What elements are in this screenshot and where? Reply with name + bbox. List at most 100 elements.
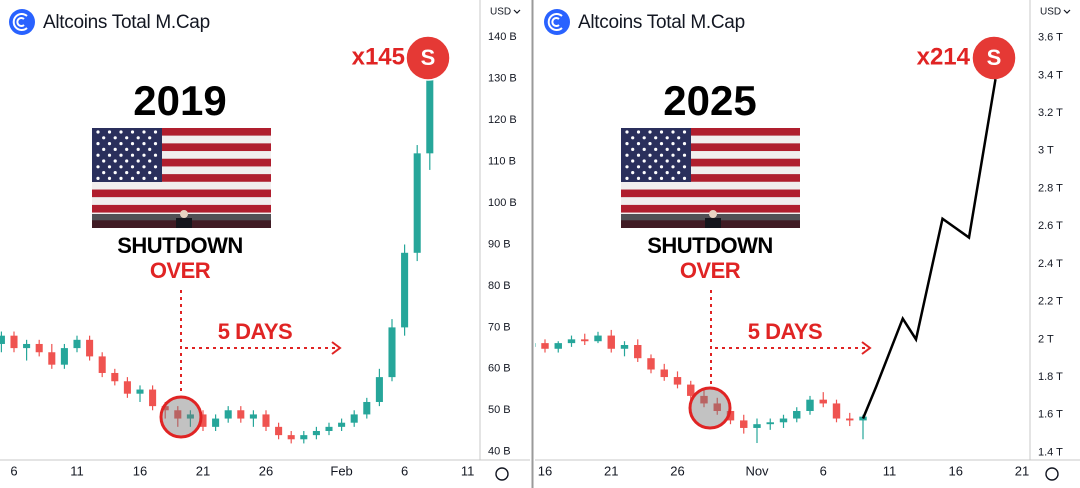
candle-body <box>647 358 655 370</box>
flag-star <box>102 136 106 140</box>
candle-body <box>541 343 549 349</box>
flag-stripe <box>92 181 271 190</box>
candle-body <box>388 327 396 378</box>
y-tick-label: 70 B <box>488 321 511 333</box>
flag-star <box>648 165 652 169</box>
flag-star <box>142 153 146 157</box>
flag-stripe <box>92 151 271 159</box>
flag-star <box>659 165 664 169</box>
candle-body <box>819 399 827 404</box>
candle-body <box>136 389 144 394</box>
flag-star <box>107 142 112 146</box>
x-tick-label: 16 <box>133 463 147 478</box>
flag-stripe <box>621 197 800 205</box>
flag-star <box>682 142 687 146</box>
flag-star <box>671 153 675 157</box>
flag-star <box>113 147 117 151</box>
flag-star <box>153 176 158 180</box>
flag-star <box>631 136 635 140</box>
flag-star <box>96 176 100 180</box>
flag-star <box>102 147 106 151</box>
flag-star <box>153 130 158 134</box>
flag-star <box>636 142 641 146</box>
flag-star <box>648 142 652 146</box>
candle-body <box>401 252 409 328</box>
y-tick-label: 110 B <box>488 156 516 168</box>
flag-star <box>130 130 135 134</box>
candle-body <box>687 384 695 396</box>
flag-star <box>125 159 129 163</box>
arrow-label: 5 DAYS <box>748 319 822 344</box>
flag-star <box>654 171 658 175</box>
flag-star <box>671 176 675 180</box>
y-tick-label: 120 B <box>488 114 517 126</box>
y-tick-label: 1.8 T <box>1038 371 1063 383</box>
candle-body <box>766 422 774 425</box>
flag-star <box>659 130 664 134</box>
flag-star <box>125 147 129 151</box>
candle-body <box>363 401 371 415</box>
flag-stripe <box>621 204 800 213</box>
y-tick-label: 140 B <box>488 31 517 43</box>
flag-star <box>648 130 652 134</box>
flag-star <box>136 171 140 175</box>
candle-body <box>249 414 257 419</box>
arrow-head <box>331 341 342 355</box>
candle-body <box>806 399 814 411</box>
arrow-head <box>861 341 872 355</box>
y-tick-label: 90 B <box>488 238 511 250</box>
headline: SHUTDOWN <box>647 233 773 258</box>
flag-stripe <box>92 189 271 198</box>
candle-body <box>700 395 708 404</box>
flag-star <box>648 153 652 157</box>
x-tick-label: 11 <box>883 463 897 478</box>
flag-star <box>665 136 669 140</box>
flag-star <box>119 130 123 134</box>
candle-body <box>753 424 761 428</box>
flag-star <box>113 136 117 140</box>
candle-body <box>793 410 801 419</box>
flag-stripe <box>92 166 271 175</box>
candle-body <box>634 345 642 359</box>
flag-stripe <box>92 158 271 167</box>
candle-body <box>567 339 576 344</box>
flag-star <box>107 165 112 169</box>
logo-mark <box>547 13 563 31</box>
y-tick-label: 60 B <box>488 363 511 375</box>
candle-body <box>607 335 615 349</box>
flag-stripe <box>92 135 271 144</box>
flag-star <box>654 147 658 151</box>
x-tick-label: Nov <box>745 463 769 478</box>
candle-body <box>620 345 629 349</box>
flag-star <box>636 130 641 134</box>
candle-body <box>23 343 31 349</box>
candle-body <box>554 343 562 349</box>
badge <box>405 35 451 81</box>
x-tick-label: 21 <box>1015 463 1029 478</box>
settings-icon[interactable] <box>1045 467 1059 481</box>
candle-body <box>535 343 536 347</box>
y-tick-label: 2.4 T <box>1038 258 1063 270</box>
flag-star <box>631 147 635 151</box>
y-tick-label: 3 T <box>1038 145 1054 157</box>
badge-label: S <box>987 45 1002 70</box>
flag-star <box>642 147 646 151</box>
year-label: 2025 <box>663 77 756 124</box>
flag-star <box>631 171 635 175</box>
flag-star <box>125 136 129 140</box>
plot-area <box>535 329 867 444</box>
candle-body <box>73 339 81 349</box>
flag-star <box>671 130 675 134</box>
flag-star <box>148 147 152 151</box>
flag-star <box>625 142 629 146</box>
chevron-icon <box>513 9 521 14</box>
settings-icon[interactable] <box>495 467 509 481</box>
flag-star <box>671 165 675 169</box>
highlight-circle <box>688 386 732 430</box>
candle-body <box>726 410 735 421</box>
candle-body <box>237 410 245 419</box>
flag-star <box>148 136 152 140</box>
candle-body <box>660 369 668 378</box>
y-tick-label: 40 B <box>488 446 511 458</box>
